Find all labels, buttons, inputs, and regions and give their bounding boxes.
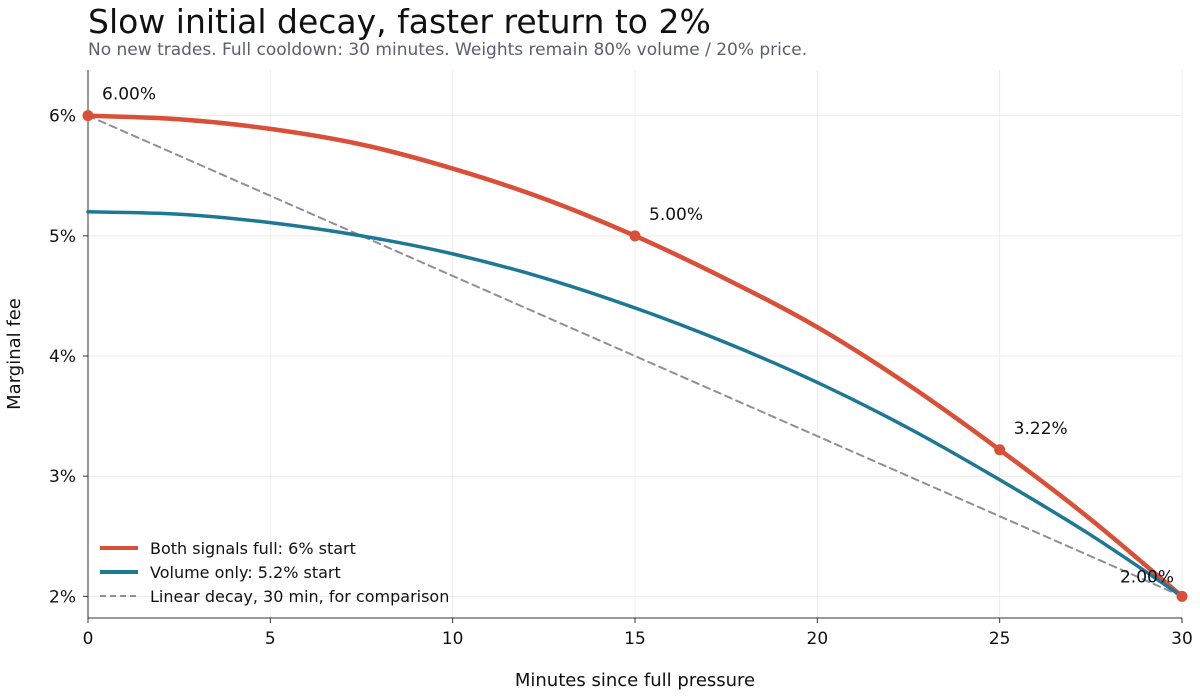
annotation-label: 6.00% — [102, 85, 156, 105]
axes: 0 5 10 15 20 25 30 2% 3% 4% 5% 6% — [49, 70, 1193, 649]
legend-label: Linear decay, 30 min, for comparison — [150, 587, 449, 606]
y-tick-label: 6% — [49, 107, 76, 127]
legend-label: Both signals full: 6% start — [150, 539, 356, 558]
grid — [87, 70, 1183, 618]
annotation-labels: 6.00% 5.00% 3.22% 2.00% — [102, 85, 1174, 588]
annotation-label: 3.22% — [1014, 419, 1068, 439]
x-tick-label: 30 — [1171, 629, 1193, 649]
annotation-marker — [629, 230, 641, 242]
y-tick-label: 3% — [49, 467, 76, 487]
annotation-label: 2.00% — [1120, 567, 1174, 587]
x-tick-label: 10 — [442, 629, 464, 649]
legend: Both signals full: 6% start Volume only: … — [100, 539, 449, 606]
y-tick-label: 5% — [49, 227, 76, 247]
annotation-marker — [82, 110, 94, 122]
y-tick-label: 4% — [49, 347, 76, 367]
chart-title: Slow initial decay, faster return to 2% — [88, 2, 711, 41]
x-tick-label: 15 — [624, 629, 646, 649]
x-tick-label: 25 — [989, 629, 1011, 649]
annotation-label: 5.00% — [649, 205, 703, 225]
legend-label: Volume only: 5.2% start — [150, 563, 341, 582]
x-axis-label: Minutes since full pressure — [515, 670, 755, 691]
y-axis-label: Marginal fee — [4, 298, 25, 410]
x-tick-label: 0 — [83, 629, 94, 649]
y-tick-label: 2% — [49, 587, 76, 607]
series-line-2 — [86, 210, 1184, 599]
series-line-3 — [87, 114, 1183, 598]
annotation-marker — [1176, 590, 1188, 602]
x-tick-label: 5 — [265, 629, 276, 649]
chart-subtitle: No new trades. Full cooldown: 30 minutes… — [88, 40, 808, 60]
annotation-markers — [82, 110, 1188, 602]
annotation-marker — [994, 444, 1006, 456]
x-tick-label: 20 — [807, 629, 829, 649]
